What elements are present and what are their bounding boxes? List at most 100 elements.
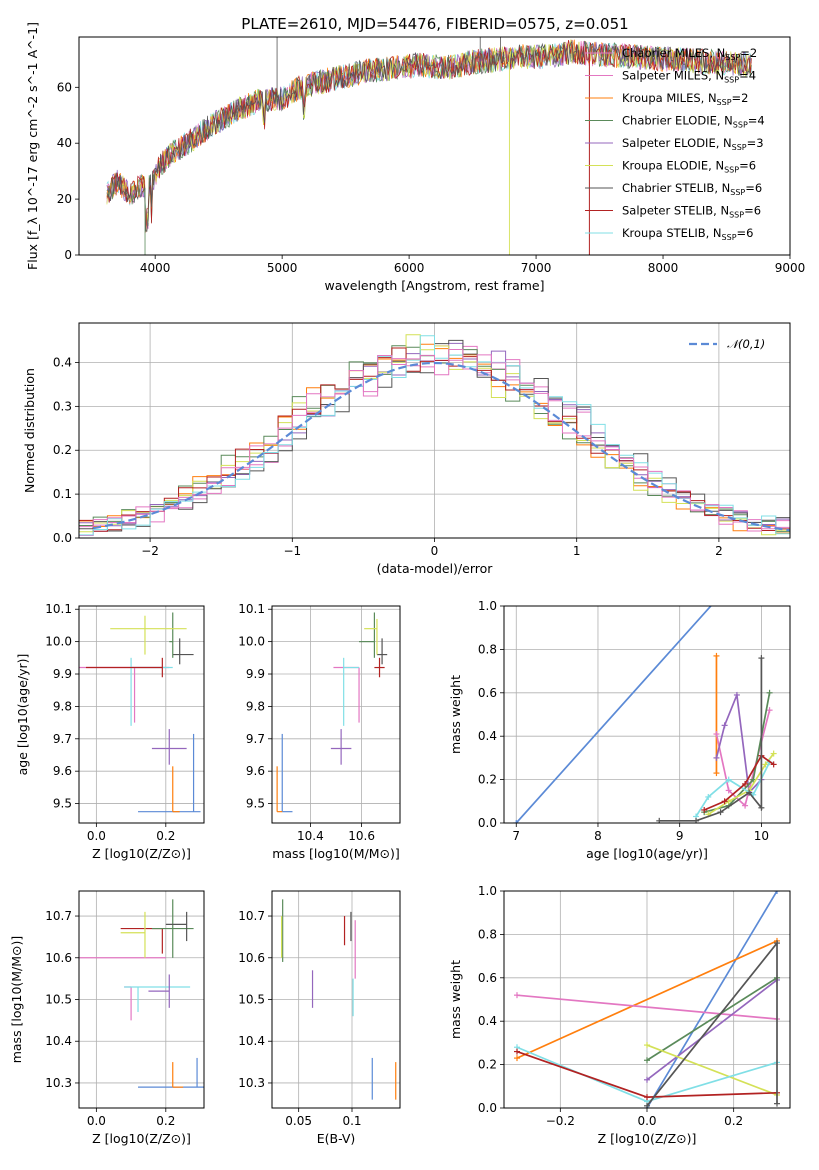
legend-subscript: SSP: [724, 166, 739, 175]
legend-label: Chabrier STELIB, NSSP=6: [622, 181, 762, 197]
y-tick-label: 40: [57, 136, 72, 150]
x-tick-label: 0.05: [285, 1114, 312, 1128]
y-tick-label: 0.4: [478, 1014, 497, 1028]
y-tick-label: 0.6: [478, 971, 497, 985]
x-tick-label: 10.4: [297, 829, 324, 843]
y-tick-label: 10.5: [45, 993, 72, 1007]
y-tick-label: 9.7: [246, 732, 265, 746]
y-tick-label: 10.7: [238, 909, 265, 923]
y-tick-label: 1.0: [478, 884, 497, 898]
axes-frame: [503, 605, 791, 824]
x-tick-label: 6000: [394, 261, 425, 275]
x-tick-label: 4000: [140, 261, 171, 275]
legend-label: Salpeter MILES, NSSP=4: [622, 69, 756, 85]
legend-label: 𝒩(0,1): [727, 337, 765, 351]
y-tick-label: 0.8: [478, 927, 497, 941]
y-tick-label: 10.0: [238, 635, 265, 649]
weight-series: [659, 658, 763, 822]
spectrum-series: [106, 40, 752, 232]
legend-value: =2: [740, 46, 757, 60]
histogram-series: [79, 349, 790, 532]
y-tick-label: 0.0: [478, 1101, 497, 1115]
y-tick-label: 10.4: [45, 1034, 72, 1048]
y-tick-label: 0.4: [478, 729, 497, 743]
y-axis-label: Flux [f_λ 10^-17 erg cm^-2 s^-1 A^-1]: [25, 22, 40, 270]
weight-series: [646, 1044, 778, 1096]
x-tick-label: −2: [141, 544, 159, 558]
axes-frame: [271, 605, 401, 824]
legend-subscript: SSP: [725, 53, 740, 62]
x-tick-label: 0.0: [87, 829, 106, 843]
axes-frame: [271, 890, 401, 1109]
y-tick-label: 10.1: [45, 602, 72, 616]
y-tick-label: 0.1: [53, 487, 72, 501]
legend-label: Kroupa STELIB, NSSP=6: [622, 226, 753, 242]
figure-title: PLATE=2610, MJD=54476, FIBERID=0575, z=0…: [241, 15, 628, 33]
axes-frame: [78, 322, 791, 539]
spectrum-panel: 4000 5000 6000 7000 8000 9000 0 20 40 60 wavelengt…: [25, 22, 805, 293]
y-tick-label: 9.8: [53, 699, 72, 713]
errorbars: [79, 899, 204, 1088]
y-tick-label: 10.3: [238, 1076, 265, 1090]
x-tick-label: 1: [573, 544, 581, 558]
weight-series: [703, 692, 771, 813]
errorbars: [281, 899, 397, 1100]
weight-series: [646, 977, 778, 1061]
x-tick-label: 0.1: [342, 1114, 361, 1128]
x-tick-label: 10: [754, 829, 769, 843]
x-tick-label: 9: [676, 829, 684, 843]
weight-vs-age-panel: 7 8 9 10 0.0 0.2 0.4 0.6 0.8 1.0 age [log10(age/yr…: [448, 599, 791, 861]
legend-subscript: SSP: [732, 143, 747, 152]
axes-frame: [78, 605, 205, 824]
x-tick-label: 0.2: [724, 1114, 743, 1128]
errorbars: [276, 612, 388, 813]
y-axis-label: mass [log10(M/M⊙)]: [9, 936, 24, 1064]
y-tick-label: 0.6: [478, 686, 497, 700]
y-axis-label: Normed distribution: [22, 368, 37, 493]
x-axis-label: Z [log10(Z/Z⊙)]: [92, 846, 191, 861]
y-tick-label: 0.0: [53, 531, 72, 545]
mass-vs-metallicity-panel: 0.0 0.2 10.3 10.4 10.5 10.6 10.7 Z [log10(Z/Z⊙)…: [9, 890, 205, 1146]
weight-series: [715, 691, 763, 795]
y-tick-label: 0.4: [53, 355, 72, 369]
x-axis-label: age [log10(age/yr)]: [586, 846, 708, 861]
x-tick-label: 7: [512, 829, 520, 843]
y-tick-label: 0.0: [478, 816, 497, 830]
y-tick-label: 9.6: [246, 764, 265, 778]
legend-subscript: SSP: [717, 98, 732, 107]
y-axis-label: mass weight: [448, 960, 463, 1039]
y-tick-label: 10.4: [238, 1034, 265, 1048]
y-axis-label: age [log10(age/yr)]: [15, 654, 30, 776]
y-axis-label: mass weight: [448, 675, 463, 754]
normal-reference-curve: [93, 361, 790, 532]
y-tick-label: 0.2: [478, 773, 497, 787]
y-tick-label: 0.3: [53, 399, 72, 413]
x-tick-label: 10.6: [348, 829, 375, 843]
weight-lines: [514, 891, 780, 1108]
legend-subscript: SSP: [729, 211, 744, 220]
x-tick-label: −0.2: [546, 1114, 575, 1128]
histogram-steps: [79, 334, 790, 536]
y-tick-label: 9.5: [246, 797, 265, 811]
legend-label: Salpeter ELODIE, NSSP=3: [622, 136, 764, 152]
legend-label: Kroupa ELODIE, NSSP=6: [622, 159, 756, 175]
x-tick-label: 0.2: [156, 829, 175, 843]
legend-value: =3: [747, 136, 764, 150]
x-tick-label: 5000: [267, 261, 298, 275]
y-tick-label: 10.6: [45, 951, 72, 965]
residual-histogram-panel: −2 −1 0 1 2 0.0 0.1 0.2 0.3 0.4 (data-model)/error…: [22, 322, 791, 576]
y-tick-label: 20: [57, 192, 72, 206]
x-axis-label: Z [log10(Z/Z⊙)]: [598, 1131, 697, 1146]
y-tick-label: 0.2: [478, 1058, 497, 1072]
legend-value: =4: [739, 69, 756, 83]
axes-frame: [503, 890, 791, 1109]
weight-series: [516, 940, 778, 1059]
legend-label: Chabrier MILES, NSSP=2: [622, 46, 757, 62]
y-tick-label: 10.6: [238, 951, 265, 965]
weight-series: [516, 994, 778, 1020]
x-tick-label: 0.2: [156, 1114, 175, 1128]
legend-value: =2: [732, 91, 749, 105]
x-tick-label: 9000: [775, 261, 806, 275]
y-tick-label: 0: [64, 248, 72, 262]
